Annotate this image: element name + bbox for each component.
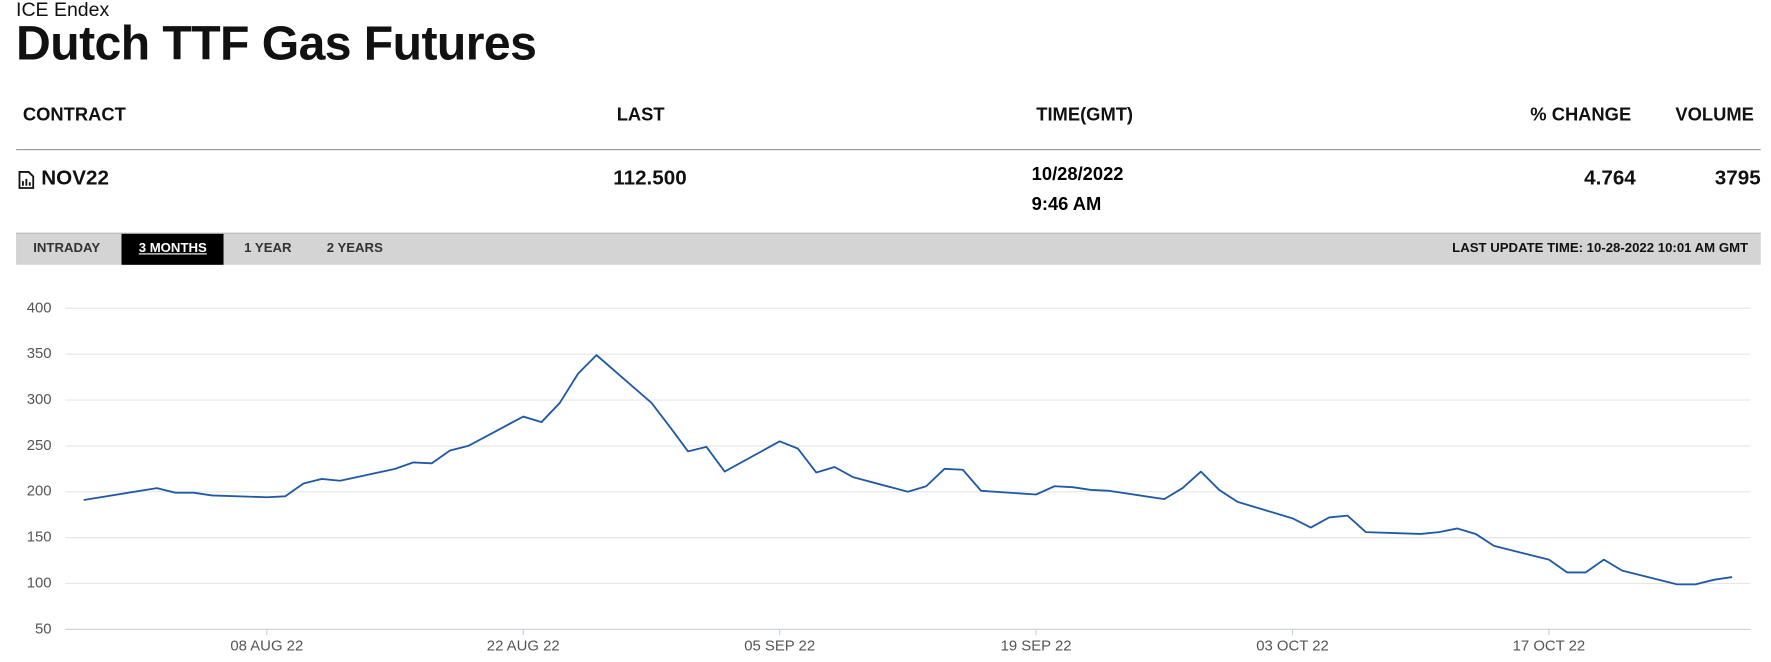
- column-header: LAST: [616, 105, 665, 125]
- divider: [16, 149, 1761, 151]
- y-tick-label: 350: [27, 346, 52, 362]
- last-update: LAST UPDATE TIME: 10-28-2022 10:01 AM GM…: [1452, 241, 1749, 256]
- range-tab[interactable]: 3 MONTHS: [121, 233, 225, 265]
- range-tab[interactable]: 2 YEARS: [326, 241, 383, 256]
- tab-bar: LAST UPDATE TIME: 10-28-2022 10:01 AM GM…: [16, 232, 1761, 265]
- x-tick-label: 17 OCT 22: [1513, 638, 1586, 654]
- volume: 3795: [1714, 166, 1761, 190]
- column-header: % CHANGE: [1530, 105, 1632, 125]
- column-header: TIME(GMT): [1036, 105, 1134, 125]
- trade-time: 9:46 AM: [1031, 194, 1102, 215]
- x-tick-label: 19 SEP 22: [1001, 638, 1072, 654]
- range-tab[interactable]: 1 YEAR: [244, 241, 292, 256]
- chart-icon[interactable]: [18, 171, 35, 189]
- y-tick-label: 250: [27, 438, 52, 454]
- x-tick-label: 05 SEP 22: [744, 638, 815, 654]
- x-tick-label: 03 OCT 22: [1256, 638, 1329, 654]
- y-tick-label: 300: [27, 392, 52, 408]
- page-title: Dutch TTF Gas Futures: [16, 16, 537, 70]
- range-tab[interactable]: INTRADAY: [33, 241, 101, 256]
- y-tick-label: 100: [27, 575, 52, 591]
- y-tick-label: 50: [35, 621, 52, 637]
- percent-change: 4.764: [1584, 166, 1636, 190]
- x-tick-label: 08 AUG 22: [230, 638, 303, 654]
- column-header: CONTRACT: [22, 105, 126, 125]
- y-tick-label: 400: [27, 300, 52, 316]
- y-tick-label: 150: [27, 530, 52, 546]
- exchange: ICE Endex: [16, 0, 110, 21]
- y-tick-label: 200: [27, 484, 52, 500]
- price-line: [83, 354, 1733, 586]
- contract[interactable]: NOV22: [41, 166, 109, 190]
- last-price: 112.500: [613, 166, 687, 190]
- x-tick-label: 22 AUG 22: [487, 638, 560, 654]
- column-header: VOLUME: [1675, 105, 1754, 125]
- trade-date: 10/28/2022: [1031, 165, 1124, 185]
